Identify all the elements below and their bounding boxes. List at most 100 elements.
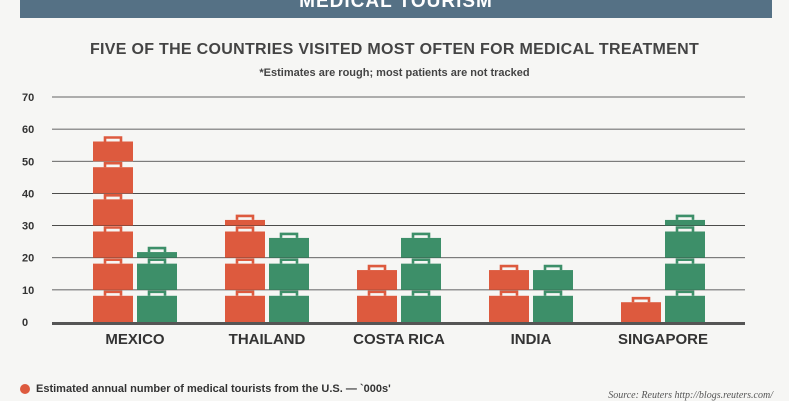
case-body	[489, 295, 529, 322]
briefcase-bar-segment	[665, 290, 705, 322]
x-category-label: MEXICO	[105, 331, 165, 348]
x-category-label: THAILAND	[229, 331, 306, 348]
case-handle	[675, 290, 695, 296]
case-body	[269, 237, 309, 258]
case-body	[225, 263, 265, 290]
case-body	[665, 231, 705, 258]
y-tick-label: 40	[22, 188, 34, 200]
y-tick-label: 30	[22, 221, 34, 233]
briefcase-bar-segment	[357, 290, 397, 322]
bar	[137, 248, 177, 322]
briefcase-bar-segment	[225, 258, 265, 290]
case-body	[93, 263, 133, 290]
case-body	[357, 295, 397, 322]
briefcase-bar-segment	[93, 226, 133, 258]
bar	[357, 264, 397, 322]
case-handle	[147, 258, 167, 264]
case-handle	[543, 264, 563, 271]
case-handle	[499, 290, 519, 296]
case-body	[269, 263, 309, 290]
x-category-label: INDIA	[511, 331, 552, 348]
y-tick-label: 70	[22, 92, 34, 104]
bar	[665, 216, 705, 322]
case-handle	[235, 214, 255, 220]
case-body	[401, 237, 441, 258]
case-handle	[235, 226, 255, 232]
legend: Estimated annual number of medical touri…	[20, 383, 391, 395]
y-tick-label: 0	[22, 317, 28, 329]
banner-title: MEDICAL TOURISM	[20, 0, 772, 18]
case-handle	[411, 232, 431, 238]
case-body	[621, 302, 661, 322]
case-body	[137, 295, 177, 322]
case-handle	[279, 290, 299, 296]
briefcase-bar-segment	[489, 264, 529, 290]
case-handle	[367, 264, 387, 271]
bar	[93, 136, 133, 322]
y-tick-label: 60	[22, 124, 34, 136]
legend-dot-icon	[20, 384, 30, 394]
briefcase-bar-segment	[401, 232, 441, 258]
case-body	[401, 295, 441, 322]
x-category-label: SINGAPORE	[618, 331, 708, 348]
case-handle	[235, 258, 255, 264]
briefcase-bar-segment	[533, 290, 573, 322]
case-handle	[147, 290, 167, 296]
briefcase-bar-segment	[665, 258, 705, 290]
case-body	[93, 199, 133, 226]
briefcase-bar-segment	[137, 258, 177, 290]
case-handle	[499, 264, 519, 271]
bar-chart: 0 10 20 30 40 50 60 70 MEXICO THAILAND COSTA RICA I…	[22, 92, 745, 348]
case-handle	[235, 290, 255, 296]
briefcase-bar-segment	[665, 214, 705, 226]
case-handle	[103, 290, 123, 296]
case-handle	[103, 161, 123, 168]
case-body	[93, 295, 133, 322]
briefcase-bar-segment	[93, 290, 133, 322]
case-handle	[411, 258, 431, 264]
case-handle	[543, 290, 563, 296]
legend-label: Estimated annual number of medical touri…	[36, 383, 391, 395]
case-handle	[103, 226, 123, 232]
case-body	[225, 219, 265, 226]
case-handle	[675, 226, 695, 232]
case-handle	[103, 194, 123, 200]
briefcase-bar-segment	[225, 290, 265, 322]
case-handle	[631, 296, 651, 303]
case-handle	[147, 246, 167, 253]
x-category-label: COSTA RICA	[353, 331, 445, 348]
briefcase-bar-segment	[621, 296, 661, 322]
case-body	[137, 252, 177, 258]
y-tick-label: 20	[22, 253, 34, 265]
case-body	[665, 295, 705, 322]
briefcase-bar-segment	[225, 214, 265, 226]
case-body	[225, 295, 265, 322]
bar	[533, 264, 573, 322]
bar	[489, 264, 529, 322]
briefcase-bar-segment	[401, 290, 441, 322]
case-body	[137, 263, 177, 290]
source-note: Source: Reuters http://blogs.reuters.com…	[608, 390, 773, 401]
case-body	[665, 219, 705, 226]
briefcase-bar-segment	[269, 290, 309, 322]
briefcase-bar-segment	[665, 226, 705, 258]
briefcase-bar-segment	[137, 290, 177, 322]
case-body	[489, 270, 529, 290]
chart-title: FIVE OF THE COUNTRIES VISITED MOST OFTEN…	[89, 41, 700, 58]
case-handle	[675, 258, 695, 264]
case-handle	[411, 290, 431, 296]
case-handle	[103, 258, 123, 264]
case-body	[357, 270, 397, 290]
case-body	[225, 231, 265, 258]
briefcase-bar-segment	[93, 136, 133, 162]
bar	[401, 232, 441, 322]
chart-subtitle: *Estimates are rough; most patients are …	[259, 67, 530, 79]
case-handle	[675, 214, 695, 220]
briefcase-bar-segment	[533, 264, 573, 290]
briefcase-bar-segment	[401, 258, 441, 290]
briefcase-bar-segment	[225, 226, 265, 258]
case-body	[533, 295, 573, 322]
bar	[225, 216, 265, 322]
briefcase-bar-segment	[489, 290, 529, 322]
case-body	[93, 231, 133, 258]
